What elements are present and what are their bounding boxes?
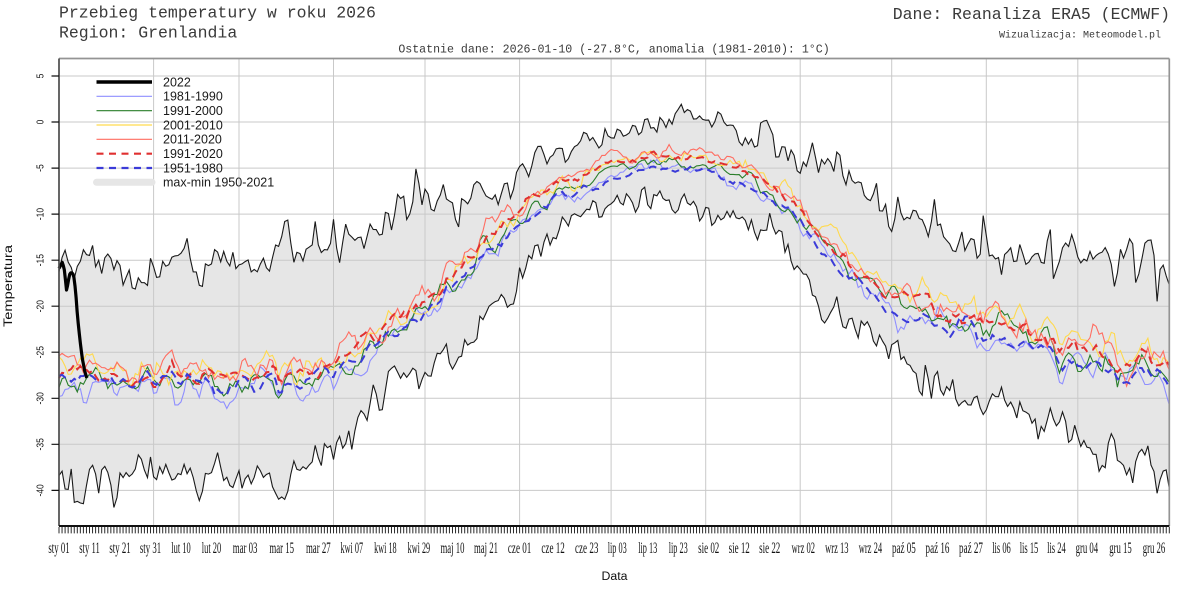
svg-text:lip 03: lip 03 <box>608 540 627 557</box>
svg-text:maj 21: maj 21 <box>474 540 498 557</box>
svg-text:2011-2020: 2011-2020 <box>163 133 222 147</box>
svg-text:gru 15: gru 15 <box>1109 540 1132 557</box>
svg-text:-30: -30 <box>36 392 47 405</box>
svg-text:lip 13: lip 13 <box>638 540 657 557</box>
svg-text:-5: -5 <box>36 164 47 172</box>
svg-text:2001-2010: 2001-2010 <box>163 118 223 132</box>
svg-text:cze 12: cze 12 <box>541 540 564 557</box>
svg-text:maj 10: maj 10 <box>441 540 465 557</box>
svg-text:Wizualizacja: Meteomodel.pl: Wizualizacja: Meteomodel.pl <box>999 30 1161 42</box>
svg-text:wrz 13: wrz 13 <box>825 540 848 557</box>
svg-text:sty 01: sty 01 <box>48 540 69 557</box>
svg-text:sty 11: sty 11 <box>79 540 100 557</box>
svg-text:mar 15: mar 15 <box>269 540 294 557</box>
svg-text:sty 21: sty 21 <box>109 540 130 557</box>
svg-text:2022: 2022 <box>163 75 191 89</box>
svg-text:mar 27: mar 27 <box>306 540 331 557</box>
svg-text:1951-1980: 1951-1980 <box>163 161 223 175</box>
svg-text:sie 12: sie 12 <box>729 540 750 557</box>
svg-text:lis 06: lis 06 <box>992 540 1011 557</box>
svg-text:mar 03: mar 03 <box>233 540 258 557</box>
svg-text:paź 16: paź 16 <box>926 540 950 557</box>
svg-text:-15: -15 <box>36 254 47 267</box>
svg-text:wrz 02: wrz 02 <box>792 540 815 557</box>
svg-text:Ostatnie dane: 2026-01-10 (-27: Ostatnie dane: 2026-01-10 (-27.8°C, anom… <box>398 44 829 57</box>
svg-text:cze 23: cze 23 <box>575 540 598 557</box>
svg-text:sie 02: sie 02 <box>698 540 719 557</box>
svg-text:paź 05: paź 05 <box>892 540 916 557</box>
svg-text:wrz 24: wrz 24 <box>859 540 882 557</box>
svg-text:lut 10: lut 10 <box>171 540 190 557</box>
svg-text:5: 5 <box>36 73 47 78</box>
svg-text:sie 22: sie 22 <box>759 540 780 557</box>
svg-text:0: 0 <box>36 119 47 124</box>
svg-text:-25: -25 <box>36 346 47 359</box>
svg-text:1981-1990: 1981-1990 <box>163 90 223 104</box>
svg-text:kwi 18: kwi 18 <box>374 540 397 557</box>
svg-text:Data: Data <box>602 571 629 583</box>
svg-text:lut 20: lut 20 <box>202 540 221 557</box>
svg-text:lis 24: lis 24 <box>1047 540 1066 557</box>
svg-text:1991-2020: 1991-2020 <box>163 147 223 161</box>
svg-text:1991-2000: 1991-2000 <box>163 104 223 118</box>
svg-text:-20: -20 <box>36 300 47 313</box>
svg-text:-40: -40 <box>36 484 47 497</box>
svg-text:lis 15: lis 15 <box>1020 540 1039 557</box>
svg-text:-10: -10 <box>36 208 47 221</box>
svg-text:paź 27: paź 27 <box>959 540 983 557</box>
svg-text:sty 31: sty 31 <box>140 540 161 557</box>
svg-text:kwi 29: kwi 29 <box>408 540 431 557</box>
svg-text:gru 04: gru 04 <box>1076 540 1099 557</box>
svg-text:cze 01: cze 01 <box>508 540 531 557</box>
svg-text:-35: -35 <box>36 438 47 451</box>
svg-text:Temperatura: Temperatura <box>1 245 15 327</box>
svg-text:Przebieg temperatury w roku 20: Przebieg temperatury w roku 2026 <box>59 4 376 23</box>
svg-text:max-min 1950-2021: max-min 1950-2021 <box>163 176 274 190</box>
svg-text:gru 26: gru 26 <box>1143 540 1166 557</box>
svg-text:Dane: Reanaliza ERA5 (ECMWF): Dane: Reanaliza ERA5 (ECMWF) <box>893 5 1170 24</box>
svg-text:Region: Grenlandia: Region: Grenlandia <box>59 24 237 43</box>
svg-text:lip 23: lip 23 <box>669 540 688 557</box>
svg-text:kwi 07: kwi 07 <box>341 540 364 557</box>
